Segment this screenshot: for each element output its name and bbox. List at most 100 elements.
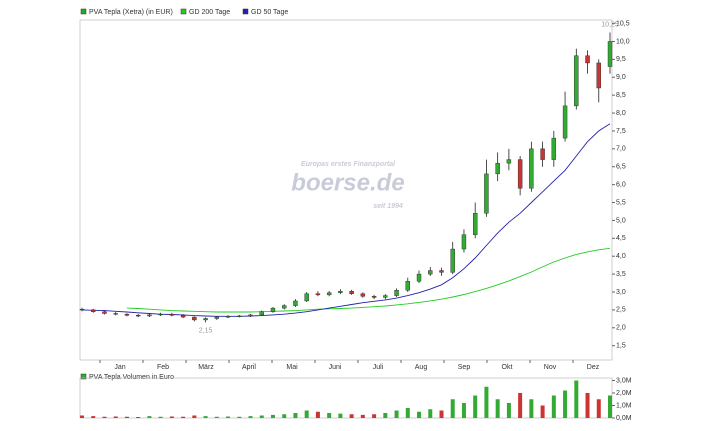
legend-swatch [180,8,187,15]
legend-label: GD 50 Tage [251,9,288,16]
volume-bar [529,399,534,418]
candle-body [102,311,107,314]
candle-body [169,313,175,316]
y-tick-label: 5,5 [616,199,626,206]
volume-bar [551,395,556,418]
volume-bar [428,409,433,418]
y-tick-label: 9,5 [616,56,626,63]
volume-bar [338,413,343,418]
x-tick-label: Juli [373,364,384,371]
candle-body [338,291,343,293]
volume-bar [113,416,118,418]
legend-swatch [80,373,87,380]
y-tick-label: 8,0 [616,110,626,117]
candle-body [192,316,197,321]
candle-body [562,105,568,139]
candle-body [203,318,208,321]
candle-body [574,55,579,107]
volume-bar [203,416,208,418]
y-tick-label: 7,0 [616,146,626,153]
candle-body [439,270,444,273]
y-tick-label: 9,0 [616,74,626,81]
volume-bar [372,414,377,418]
y-tick-label: 5,0 [616,217,626,224]
volume-bar [259,415,264,418]
x-tick-label: Okt [502,364,513,371]
x-tick-label: Sep [458,364,471,371]
y-tick-label: 1,0M [616,402,632,409]
candle-body [596,62,601,89]
candle-body [405,281,410,291]
x-tick-label: April [242,364,256,371]
volume-bar [237,416,242,418]
volume-title: PVA Tepla Volumen in Euro [89,374,174,381]
candle-body [506,159,512,164]
volume-bar [439,410,444,418]
y-tick-label: 1,5 [616,343,626,350]
volume-bar [136,417,141,418]
candle-body [540,148,545,160]
candle-body [529,148,534,189]
y-tick-label: 10,5 [616,20,630,27]
candle-body [551,137,557,160]
candle-body [394,290,399,296]
y-tick-label: 2,0M [616,390,632,397]
volume-bar [495,399,500,418]
x-tick-label: Feb [157,364,169,371]
watermark: Europas erstes Finanzportal [301,161,396,168]
volume-bar [394,410,399,418]
x-tick-label: März [198,364,214,371]
volume-bar [147,416,152,418]
candle-body [349,291,354,294]
candle-body [315,293,321,296]
y-tick-label: 6,5 [616,164,626,171]
volume-bar [270,414,275,418]
volume-bar [574,380,579,418]
annotation: 2,15 [199,327,213,334]
candle-body [248,314,253,317]
candle-body [225,316,231,318]
candle-body [484,173,489,214]
candle-body [304,293,309,302]
y-tick-label: 8,5 [616,92,626,99]
volume-bar [360,414,365,418]
candle-body [472,213,478,235]
volume-bar [608,395,612,418]
volume-bar [383,413,388,418]
candle-body [607,41,613,67]
candle-body [371,296,377,298]
x-tick-label: Dez [587,364,600,371]
volume-bar [484,386,489,418]
volume-bar [596,399,601,418]
volume-bar [293,413,298,418]
volume-bar [349,414,354,418]
y-tick-label: 2,0 [616,325,626,332]
volume-bar [282,414,287,418]
annotation: 10,25 [601,21,619,28]
legend-label: GD 200 Tage [189,9,230,16]
volume-bar [461,403,466,418]
candle-body [293,300,298,306]
volume-bar [417,411,422,418]
y-tick-label: 7,5 [616,128,626,135]
candle-body [517,159,523,189]
volume-bar [248,416,253,418]
candle-body [158,313,163,316]
y-tick-label: 4,5 [616,235,626,242]
candle-body [383,295,388,298]
candle-body [124,313,130,316]
volume-bar [450,399,455,418]
candle-body [214,316,220,319]
candle-body [79,308,85,311]
volume-bar [518,393,523,418]
plot-frame [79,19,613,361]
x-tick-label: Aug [415,364,428,371]
watermark: boerse.de [291,169,404,196]
volume-bar [563,390,568,418]
moving-average-line [126,247,611,313]
y-tick-label: 6,0 [616,181,626,188]
y-tick-label: 2,5 [616,307,626,314]
candle-body [360,293,366,297]
